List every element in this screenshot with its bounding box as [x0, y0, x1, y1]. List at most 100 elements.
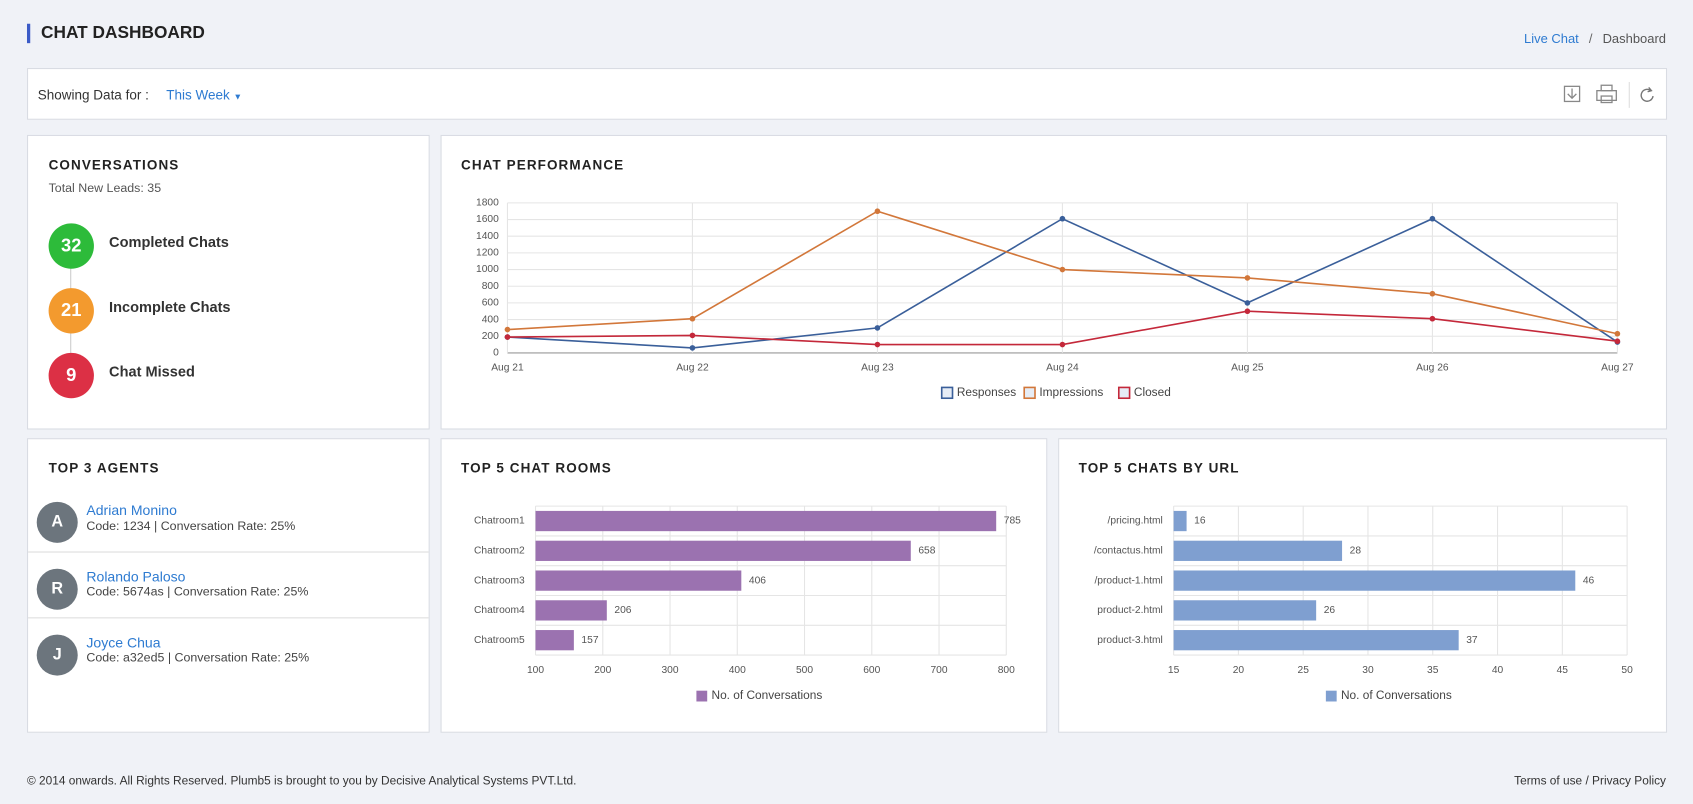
y-tick-label: Chatroom4 [474, 605, 525, 616]
bar [535, 600, 607, 621]
x-tick-label: 35 [1427, 665, 1439, 676]
x-tick-label: Aug 26 [1416, 363, 1449, 374]
download-icon[interactable] [1563, 85, 1581, 103]
x-tick-label: 300 [661, 665, 678, 676]
point [1244, 275, 1251, 281]
avatar: J [36, 634, 78, 676]
agent-details: Code: a32ed5 | Conversation Rate: 25% [86, 651, 310, 665]
x-tick-label: 200 [594, 665, 611, 676]
value-label: 46 [1583, 575, 1595, 586]
page-title: CHAT DASHBOARD [41, 23, 205, 43]
x-tick-label: 25 [1297, 665, 1309, 676]
x-tick-label: 600 [863, 665, 880, 676]
x-tick-label: Aug 21 [491, 363, 524, 374]
filter-dropdown[interactable]: This Week ▼ [166, 87, 242, 102]
value-label: 28 [1350, 546, 1362, 557]
divider [28, 551, 429, 553]
avatar: A [36, 501, 78, 543]
title-accent [26, 23, 31, 44]
refresh-icon[interactable] [1640, 86, 1654, 102]
value-label: 157 [581, 635, 598, 646]
point [1614, 330, 1621, 337]
bar [535, 570, 742, 591]
agent-details: Code: 5674as | Conversation Rate: 25% [86, 586, 309, 599]
y-tick-label: /pricing.html [1108, 516, 1163, 527]
avatar: R [36, 568, 78, 610]
legend-swatch [940, 386, 954, 400]
point [1244, 308, 1251, 315]
y-tick-label: Chatroom3 [474, 575, 525, 586]
x-tick-label: 15 [1168, 665, 1180, 676]
breadcrumb-link[interactable]: Live Chat [1524, 31, 1579, 47]
x-tick-label: 400 [729, 665, 746, 676]
y-tick-label: 0 [493, 348, 499, 359]
point [1429, 215, 1436, 222]
y-tick-label: 200 [482, 331, 499, 342]
value-label: 26 [1324, 605, 1336, 616]
x-tick-label: 100 [527, 665, 544, 676]
bar [1173, 540, 1343, 561]
y-tick-label: product-2.html [1097, 605, 1163, 616]
caret: ▼ [233, 91, 243, 102]
toolbar-icons [1563, 82, 1654, 108]
x-tick-label: 50 [1621, 665, 1633, 676]
point [689, 332, 696, 339]
panel-title: TOP 3 AGENTS [48, 460, 160, 476]
point [689, 345, 696, 351]
legend-swatch [1325, 690, 1337, 702]
divider [28, 617, 429, 619]
leads-total: Total New Leads: 35 [48, 182, 162, 196]
x-tick-label: 500 [796, 665, 813, 676]
bar [1173, 600, 1317, 621]
y-tick-label: 600 [482, 298, 499, 309]
agent-name[interactable]: Joyce Chua [86, 634, 161, 651]
value-label: 206 [614, 605, 631, 616]
count-badge: 32 [48, 223, 94, 269]
bar [535, 510, 997, 532]
count-label: Incomplete Chats [109, 298, 231, 316]
agent-name[interactable]: Adrian Monino [86, 501, 177, 519]
agent-name[interactable]: Rolando Paloso [86, 568, 186, 585]
value-label: 658 [918, 546, 935, 557]
legend-label: No. of Conversations [1341, 688, 1452, 702]
point [874, 341, 881, 348]
y-tick-label: 1400 [476, 231, 499, 242]
filter-bar: Showing Data for : This Week ▼ [26, 67, 1668, 120]
conversations-panel: CONVERSATIONS Total New Leads: 35 32 Com… [26, 134, 430, 430]
point [1429, 290, 1436, 297]
print-icon[interactable] [1596, 84, 1617, 104]
value-label: 785 [1004, 516, 1021, 527]
y-tick-label: Chatroom5 [474, 635, 525, 646]
bar [1173, 630, 1459, 651]
legend-label: Responses [957, 385, 1016, 399]
x-tick-label: Aug 23 [861, 363, 894, 374]
x-tick-label: Aug 22 [676, 363, 709, 374]
x-tick-label: 800 [998, 665, 1015, 676]
point [689, 315, 696, 322]
y-tick-label: /product-1.html [1094, 575, 1162, 586]
breadcrumb-separator: / [1588, 31, 1593, 47]
x-tick-label: 40 [1492, 665, 1504, 676]
filter-value[interactable]: This Week [166, 87, 230, 103]
footer-links[interactable]: Terms of use / Privacy Policy [1514, 774, 1666, 788]
value-label: 37 [1466, 635, 1478, 646]
legend-label: No. of Conversations [712, 688, 823, 702]
point [1059, 341, 1066, 348]
x-tick-label: 700 [930, 665, 947, 676]
y-tick-label: 800 [482, 281, 499, 292]
legend-label: Closed [1134, 385, 1171, 399]
x-tick-label: 20 [1233, 665, 1245, 676]
y-tick-label: product-3.html [1097, 635, 1163, 646]
agent-details: Code: 1234 | Conversation Rate: 25% [86, 520, 296, 534]
bar [535, 540, 911, 561]
count-badge: 9 [48, 352, 94, 399]
filter-label: Showing Data for : [37, 87, 149, 103]
point [874, 208, 881, 215]
panel-title: TOP 5 CHATS BY URL [1078, 460, 1240, 476]
point [504, 326, 511, 333]
x-tick-label: Aug 25 [1231, 363, 1264, 374]
breadcrumb-current: Dashboard [1602, 31, 1666, 47]
